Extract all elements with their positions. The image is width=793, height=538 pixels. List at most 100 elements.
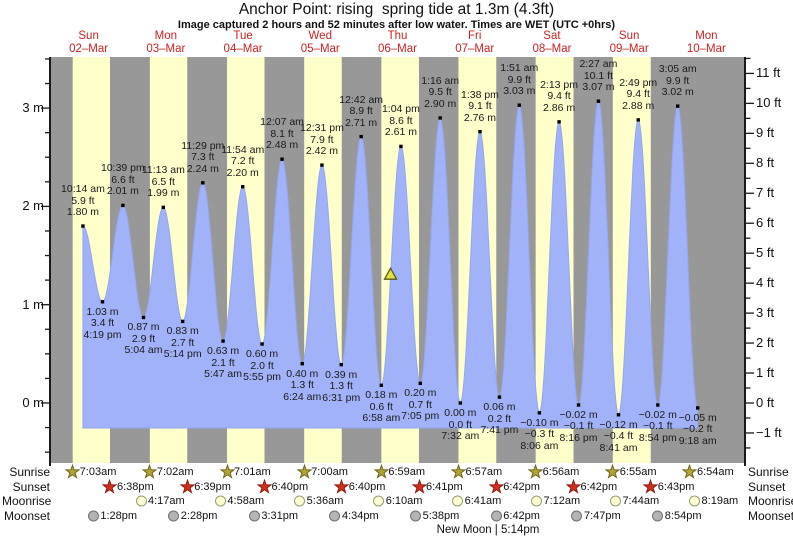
tide-curve [82,100,699,429]
tide-extreme-label: 0.06 m 0.2 ft 7:41 pm [480,401,519,437]
moonset-icon [166,508,181,523]
moon-phase-note: New Moon | 5:14pm [436,524,540,536]
tide-extreme-dot [121,203,125,208]
tide-extreme-dot [616,413,621,417]
right-axis-label: 8 ft [756,155,775,171]
sunset-time: 6:40pm [271,480,309,493]
tide-extreme-dot [320,163,324,167]
moonrise-icon-glyph [135,495,147,507]
tide-extreme-dot [100,300,105,304]
day-name: Fri [468,30,482,42]
right-axis-label: 0 ft [756,395,775,410]
sunrise-icon-glyph [142,464,158,479]
tide-extreme-dot [696,406,700,410]
tide-extreme-dot [596,99,601,103]
day-name: Sun [78,30,99,42]
moonrise-icon-glyph [689,495,701,507]
moonrise-icon-glyph [214,495,226,507]
right-axis-label: 6 ft [756,215,775,231]
tide-extreme-label: 0.18 m 0.6 ft 6:58 am [362,389,401,425]
sunrise-time: 6:56am [542,466,580,478]
moonset-time: 3:31pm [261,509,299,522]
sunset-icon-glyph [566,478,581,494]
moonset-icon-glyph [168,510,180,521]
moonrise-row-label-right: Moonrise [748,494,793,508]
moonrise-time: 8:19am [701,495,739,507]
moonset-icon [327,508,342,523]
day-name: Sat [543,30,561,42]
tide-extreme-label: 12:07 am 8.1 ft 2.48 m [260,116,304,152]
tide-extreme-label: −0.02 m −0.1 ft 8:54 pm [638,408,677,444]
tide-extreme-label: 2:49 pm 9.4 ft 2.88 m [619,76,658,112]
tide-extreme-label: 12:31 pm 7.9 ft 2.42 m [300,122,344,158]
sunrise-icon-glyph [528,464,544,479]
moonrise-icon [134,493,149,508]
moonrise-icon-glyph [294,495,306,507]
moonset-icon-glyph [410,510,422,521]
moonset-time: 8:54pm [664,509,702,522]
sunset-row-label-left: Sunset [12,479,50,494]
day-name: Mon [154,30,178,42]
sunrise-time: 7:02am [156,466,194,478]
sunset-time: 6:43pm [657,480,695,493]
moonrise-icon [213,493,228,508]
sunrise-icon-glyph [682,464,698,479]
sunset-icon [334,478,350,494]
tide-extreme-dot [399,144,403,149]
tide-extreme-dot [180,319,185,324]
tide-extreme-dot [280,157,284,161]
tide-extreme-label: 1:04 pm 8.6 ft 2.61 m [381,103,420,139]
tide-extreme-label: 11:13 am 6.5 ft 1.99 m [141,164,185,200]
tide-extreme-dot [141,315,146,320]
right-axis-label: 10 ft [756,95,782,111]
day-date: 04–Mar [223,42,263,55]
tide-extreme-label: 1:51 am 9.9 ft 3.03 m [500,62,539,98]
tide-extreme-dot [241,185,245,189]
tide-extreme-label: 10:14 am 5.9 ft 1.80 m [61,183,105,219]
sunset-icon-glyph [411,478,427,494]
moonset-time: 6:42pm [503,509,540,522]
moonset-icon-glyph [329,510,341,521]
tide-extreme-label: 0.00 m 0.0 ft 7:32 am [441,407,480,442]
sunrise-row-label-right: Sunrise [748,465,789,479]
tide-extreme-label: 1:16 am 9.5 ft 2.90 m [421,74,460,110]
moonrise-icon [371,493,386,508]
tide-extreme-label: −0.05 m −0.2 ft 9:18 am [678,411,717,447]
sunset-icon-glyph [179,478,195,494]
right-axis-label: 5 ft [756,245,775,261]
right-axis-label: −1 ft [756,424,782,440]
tide-extreme-label: 1.03 m 3.4 ft 4:19 pm [83,305,122,341]
sunset-time: 6:42pm [580,480,618,493]
right-axis-label: 3 ft [756,305,775,321]
tide-extreme-label: −0.12 m −0.4 ft 8:41 am [599,418,638,454]
sunset-icon-glyph [488,478,504,494]
sunrise-time: 6:55am [619,466,657,478]
moonrise-icon-glyph [531,495,542,507]
left-axis-label: 2 m [22,198,44,214]
tide-extreme-dot [359,134,363,139]
moonrise-icon [292,493,307,508]
tide-extreme-label: 0.39 m 1.3 ft 6:31 pm [322,368,361,404]
sunrise-icon [682,464,698,479]
moonrise-time: 7:44am [622,495,660,507]
moonset-icon-glyph [571,510,583,521]
sunset-time: 6:39pm [194,480,231,493]
sunset-icon [488,478,504,494]
sunset-icon [411,478,427,494]
tide-extreme-dot [557,120,561,124]
sunrise-time: 6:59am [388,466,426,478]
sunrise-icon [219,464,235,479]
current-level-marker [383,266,398,280]
right-axis-label: 9 ft [756,125,775,141]
sunrise-row-label-left: Sunrise [9,465,50,479]
sunrise-icon-glyph [605,464,621,479]
moonrise-icon [529,493,544,508]
tide-extreme-label: 0.63 m 2.1 ft 5:47 am [204,345,243,381]
moonrise-time: 6:41am [464,495,502,507]
moonset-icon [408,508,423,523]
moonset-icon [247,508,262,523]
right-axis-label: 4 ft [756,275,775,291]
sunrise-icon [296,464,312,479]
day-date: 09–Mar [609,42,649,55]
sunrise-icon-glyph [296,464,312,479]
